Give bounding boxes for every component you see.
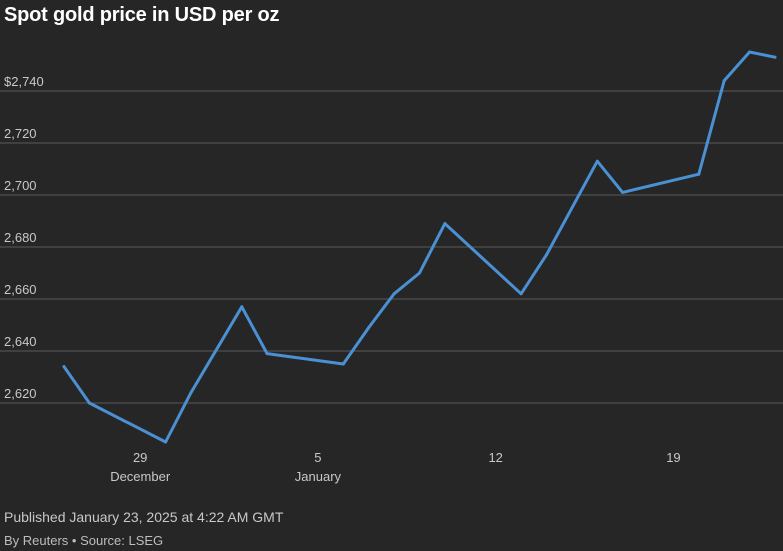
x-tick-label: 29 — [133, 450, 147, 465]
x-tick-sublabel: January — [295, 469, 342, 484]
y-tick-label: 2,640 — [4, 334, 37, 349]
chart-title: Spot gold price in USD per oz — [4, 4, 280, 26]
x-axis-tick-labels: 29 December 5 January 12 19 — [110, 450, 680, 484]
y-tick-label: 2,680 — [4, 230, 37, 245]
y-tick-label: 2,700 — [4, 178, 37, 193]
series-layer — [62, 50, 777, 444]
y-axis-tick-labels: 2,620 2,640 2,660 2,680 2,700 2,720 $2,740 — [4, 74, 44, 401]
data-point — [418, 271, 421, 275]
data-point — [545, 253, 548, 257]
data-point — [164, 440, 168, 444]
data-point — [87, 401, 91, 405]
data-point — [265, 352, 269, 356]
published-date: Published January 23, 2025 at 4:22 AM GM… — [4, 509, 284, 525]
x-tick-label: 5 — [314, 450, 321, 465]
data-point — [621, 190, 625, 194]
y-tick-label: $2,740 — [4, 74, 44, 89]
data-point — [189, 391, 193, 395]
data-point — [240, 305, 244, 309]
data-point — [367, 326, 371, 330]
data-point — [443, 222, 447, 226]
data-point — [62, 365, 66, 369]
data-point — [697, 172, 701, 176]
y-tick-label: 2,660 — [4, 282, 37, 297]
data-point — [519, 292, 523, 296]
source-credit: By Reuters • Source: LSEG — [4, 533, 164, 548]
y-tick-label: 2,620 — [4, 386, 37, 401]
data-point — [773, 55, 777, 59]
y-tick-label: 2,720 — [4, 126, 37, 141]
data-point — [341, 362, 345, 366]
data-point — [392, 292, 396, 296]
grid-lines — [0, 90, 783, 404]
x-tick-label: 12 — [488, 450, 502, 465]
data-point — [748, 50, 752, 54]
x-tick-sublabel: December — [110, 469, 171, 484]
data-point — [595, 159, 599, 163]
x-tick-label: 19 — [666, 450, 680, 465]
data-point — [722, 79, 726, 83]
